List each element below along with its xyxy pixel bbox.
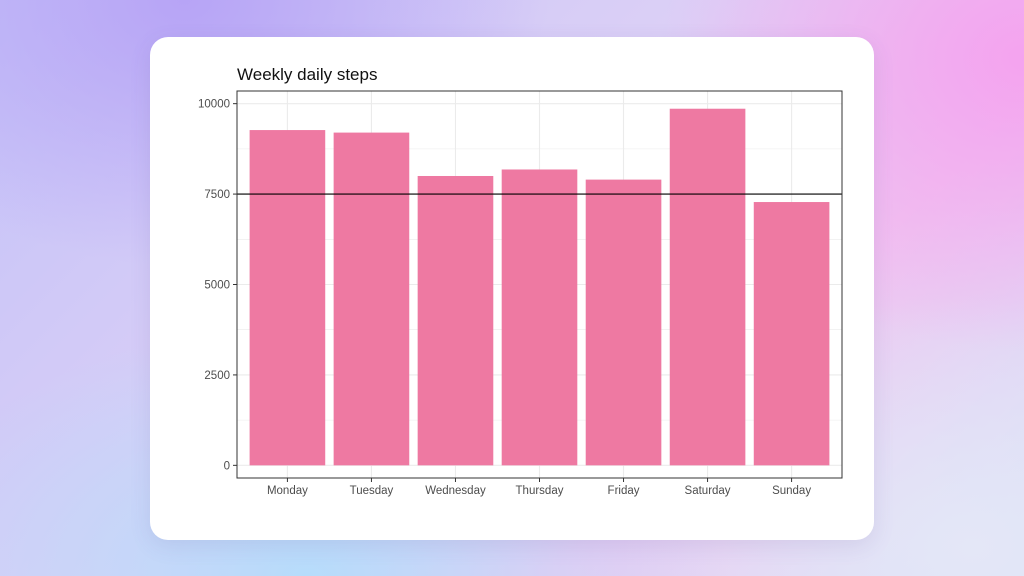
bar-monday bbox=[249, 130, 326, 466]
x-axis: Monday Tuesday Wednesday Thursday Friday Satu… bbox=[267, 478, 811, 497]
bar-friday bbox=[585, 179, 662, 466]
y-tick-label: 7500 bbox=[204, 189, 230, 201]
plot-panel-border bbox=[236, 90, 843, 479]
y-tick-label: 2500 bbox=[204, 370, 230, 382]
bar-thursday bbox=[501, 169, 578, 466]
y-axis: 0 2500 5000 7500 10000 bbox=[198, 99, 237, 472]
y-tick-label: 5000 bbox=[204, 280, 230, 292]
x-tick-label: Saturday bbox=[685, 485, 731, 497]
chart-card: Weekly daily steps 0 2500 5000 7500 10000 Mo… bbox=[150, 37, 874, 540]
bar-saturday bbox=[669, 108, 746, 466]
x-tick-label: Monday bbox=[267, 485, 308, 497]
bar-chart: Weekly daily steps 0 2500 5000 7500 10000 Mo… bbox=[198, 65, 843, 497]
y-tick-label: 10000 bbox=[198, 99, 230, 111]
x-tick-label: Wednesday bbox=[425, 485, 486, 497]
x-tick-label: Friday bbox=[608, 485, 640, 497]
x-tick-label: Thursday bbox=[516, 485, 564, 497]
chart-title: Weekly daily steps bbox=[237, 65, 377, 84]
bars-layer bbox=[249, 108, 830, 466]
y-tick-label: 0 bbox=[224, 460, 230, 472]
x-tick-label: Sunday bbox=[772, 485, 811, 497]
x-tick-label: Tuesday bbox=[350, 485, 394, 497]
bar-wednesday bbox=[417, 175, 494, 466]
bar-tuesday bbox=[333, 132, 410, 466]
bar-sunday bbox=[753, 202, 830, 466]
